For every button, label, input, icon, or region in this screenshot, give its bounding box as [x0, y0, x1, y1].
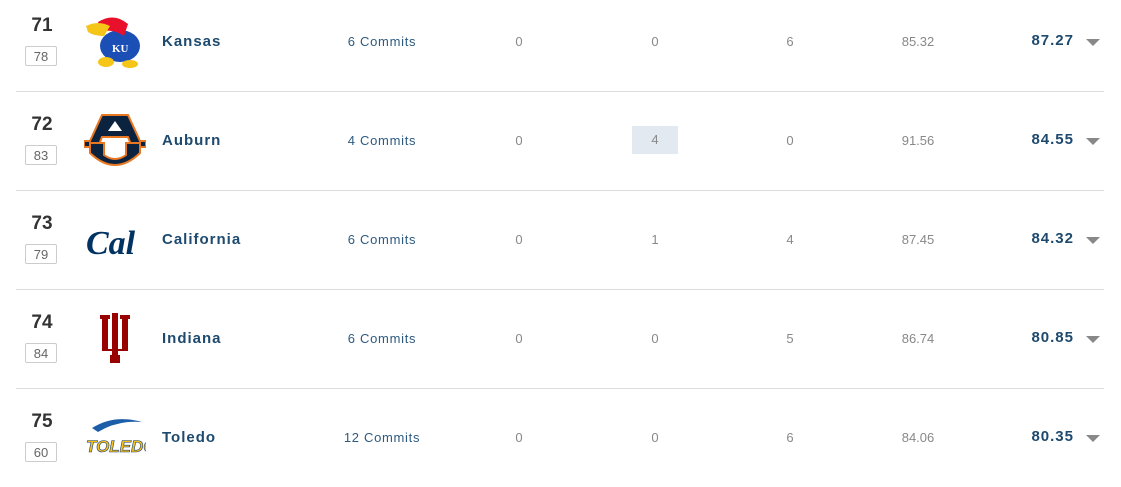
team-logo[interactable]	[84, 311, 146, 367]
previous-rank: 84	[25, 343, 57, 363]
stat-col-2: 1	[651, 232, 659, 247]
rank: 71	[31, 15, 53, 36]
rank: 72	[31, 114, 53, 135]
stat-col-2: 0	[651, 34, 659, 49]
rank: 73	[31, 213, 53, 234]
stat-col-3: 6	[786, 430, 794, 445]
stat-col-2: 0	[651, 430, 659, 445]
stat-col-1: 0	[515, 331, 523, 346]
commits-link[interactable]: 6 Commits	[347, 34, 417, 49]
rank: 74	[31, 312, 53, 333]
team-rating: 84.32	[1031, 230, 1074, 247]
team-name-link[interactable]: Auburn	[162, 132, 222, 149]
team-row[interactable]: 71 78 KU Kansas 6 Commits 0 0 6 85.32 87…	[16, 0, 1104, 92]
average-rating: 85.32	[901, 34, 935, 49]
svg-text:KU: KU	[112, 43, 129, 55]
expand-caret-icon[interactable]	[1086, 138, 1100, 145]
team-rating: 84.55	[1031, 131, 1074, 148]
team-rating: 80.85	[1031, 329, 1074, 346]
stat-col-3: 6	[786, 34, 794, 49]
svg-text:Cal: Cal	[86, 225, 136, 262]
stat-col-3: 5	[786, 331, 794, 346]
previous-rank: 83	[25, 145, 57, 165]
team-row[interactable]: 74 84 Indiana 6 Commits 0 0 5 86.74 80.8…	[16, 290, 1104, 389]
stat-col-1: 0	[515, 232, 523, 247]
stat-col-1: 0	[515, 34, 523, 49]
average-rating: 86.74	[901, 331, 935, 346]
commits-link[interactable]: 6 Commits	[347, 232, 417, 247]
team-rating: 80.35	[1031, 428, 1074, 445]
stat-col-1: 0	[515, 133, 523, 148]
team-name-link[interactable]: California	[162, 231, 242, 248]
team-row[interactable]: 75 60 TOLEDO Toledo 12 Commits 0 0 6 84.…	[16, 389, 1104, 487]
previous-rank: 60	[25, 442, 57, 462]
stat-col-2: 4	[632, 126, 678, 154]
average-rating: 84.06	[901, 430, 935, 445]
stat-col-3: 0	[786, 133, 794, 148]
expand-caret-icon[interactable]	[1086, 39, 1100, 46]
average-rating: 91.56	[901, 133, 935, 148]
team-name-link[interactable]: Indiana	[162, 330, 222, 347]
stat-col-2: 0	[651, 331, 659, 346]
team-logo[interactable]: TOLEDO	[84, 410, 157, 466]
previous-rank: 79	[25, 244, 57, 264]
team-logo[interactable]	[83, 113, 147, 169]
team-rankings-list: 71 78 KU Kansas 6 Commits 0 0 6 85.32 87…	[16, 0, 1104, 487]
commits-link[interactable]: 4 Commits	[347, 133, 417, 148]
stat-col-1: 0	[515, 430, 523, 445]
expand-caret-icon[interactable]	[1086, 237, 1100, 244]
expand-caret-icon[interactable]	[1086, 435, 1100, 442]
rank: 75	[31, 411, 53, 432]
commits-link[interactable]: 12 Commits	[343, 430, 421, 445]
team-name-link[interactable]: Kansas	[162, 33, 222, 50]
team-logo[interactable]: KU	[84, 14, 146, 70]
commits-link[interactable]: 6 Commits	[347, 331, 417, 346]
stat-col-3: 4	[786, 232, 794, 247]
team-row[interactable]: 72 83 Auburn 4 Commits 0 4 0 91.56 84.55	[16, 92, 1104, 191]
svg-text:TOLEDO: TOLEDO	[86, 437, 146, 456]
expand-caret-icon[interactable]	[1086, 336, 1100, 343]
average-rating: 87.45	[901, 232, 935, 247]
team-logo[interactable]: Cal	[84, 212, 146, 268]
team-row[interactable]: 73 79 Cal California 6 Commits 0 1 4 87.…	[16, 191, 1104, 290]
team-rating: 87.27	[1031, 32, 1074, 49]
team-name-link[interactable]: Toledo	[162, 429, 217, 446]
previous-rank: 78	[25, 46, 57, 66]
